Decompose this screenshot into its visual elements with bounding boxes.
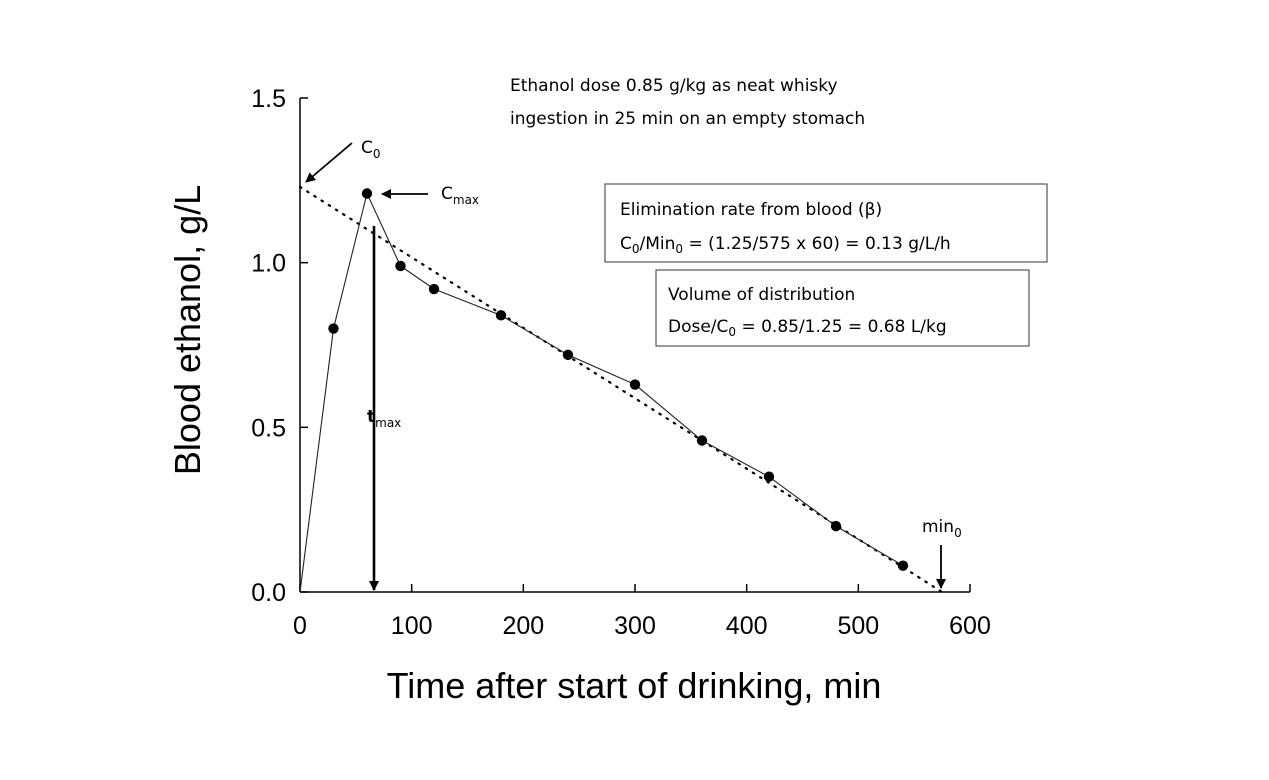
data-point xyxy=(361,188,373,199)
cmax-label: Cmax xyxy=(441,184,479,207)
measured-series-line xyxy=(299,191,904,593)
y-tick-label: 1.5 xyxy=(251,85,286,113)
y-axis-ticks: 0.0 0.5 1.0 1.5 xyxy=(251,85,308,607)
data-point xyxy=(897,560,909,571)
data-point xyxy=(696,435,708,446)
x-axis-ticks: 0 100 200 300 400 500 600 xyxy=(293,584,991,640)
data-point xyxy=(830,520,842,532)
data-point xyxy=(763,471,775,482)
c0-arrow xyxy=(305,142,353,183)
volume-distribution-formula: Dose/C0 = 0.85/1.25 = 0.68 L/kg xyxy=(668,317,947,339)
series-layer xyxy=(298,185,944,594)
elimination-rate-title: Elimination rate from blood (β) xyxy=(620,200,882,220)
x-tick-label: 200 xyxy=(502,612,544,640)
tmax-label: tmax xyxy=(367,407,401,430)
y-tick-label: 0.0 xyxy=(251,579,286,607)
x-tick-label: 600 xyxy=(949,612,991,640)
data-point xyxy=(395,260,406,272)
c0-label: C0 xyxy=(361,138,381,161)
regression-dotted-line xyxy=(298,185,944,594)
volume-distribution-box xyxy=(655,269,1030,347)
elimination-rate-box xyxy=(604,183,1048,263)
data-point xyxy=(495,310,507,321)
y-tick-label: 1.0 xyxy=(251,250,286,278)
dose-annotation-line-1: Ethanol dose 0.85 g/kg as neat whisky xyxy=(510,76,838,96)
x-tick-label: 100 xyxy=(391,612,433,640)
data-point xyxy=(428,283,440,295)
data-point xyxy=(629,379,641,390)
x-axis-title: Time after start of drinking, min xyxy=(387,665,882,706)
y-tick-label: 0.5 xyxy=(251,414,286,442)
data-point xyxy=(562,349,574,361)
x-tick-label: 500 xyxy=(837,612,879,640)
x-tick-label: 400 xyxy=(726,612,768,640)
volume-distribution-title: Volume of distribution xyxy=(668,285,855,305)
y-axis-title: Blood ethanol, g/L xyxy=(167,185,208,475)
data-point xyxy=(328,323,339,334)
elimination-rate-formula: C0/Min0 = (1.25/575 x 60) = 0.13 g/L/h xyxy=(620,234,951,256)
min0-label: min0 xyxy=(922,517,962,540)
dose-annotation-line-2: ingestion in 25 min on an empty stomach xyxy=(510,109,865,129)
x-tick-label: 300 xyxy=(614,612,656,640)
x-tick-label: 0 xyxy=(293,612,307,640)
